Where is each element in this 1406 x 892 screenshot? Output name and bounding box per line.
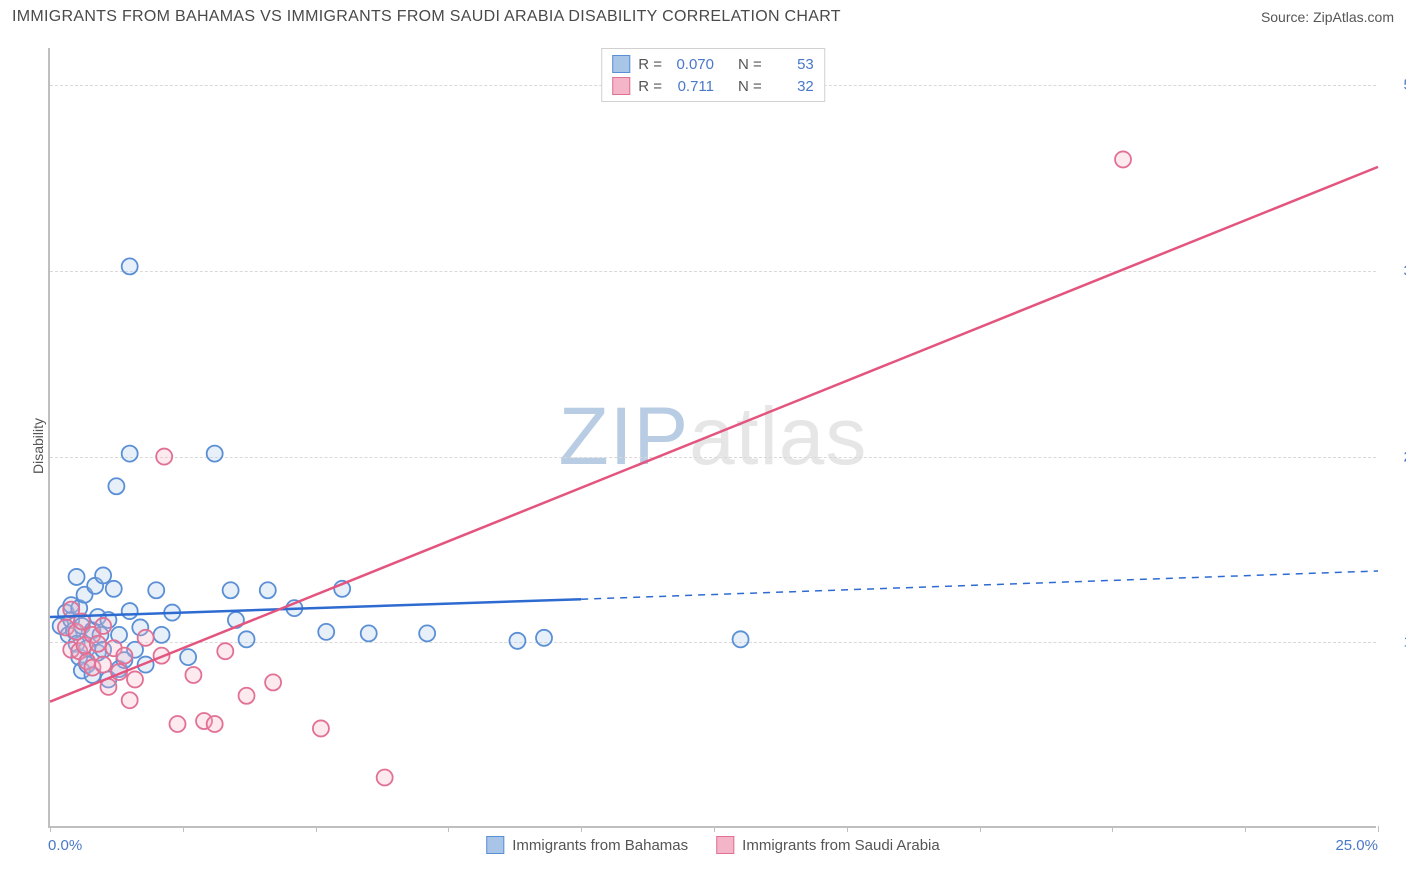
scatter-point-bahamas [318,624,334,640]
swatch-bahamas [612,55,630,73]
chart-container: IMMIGRANTS FROM BAHAMAS VS IMMIGRANTS FR… [0,0,1406,892]
x-tick-mark [448,826,449,832]
y-tick-label: 25.0% [1386,448,1406,465]
scatter-point-bahamas [207,446,223,462]
chart-title: IMMIGRANTS FROM BAHAMAS VS IMMIGRANTS FR… [12,8,841,26]
legend-n-label: N = [738,56,762,73]
y-tick-label: 12.5% [1386,634,1406,651]
source-attribution: Source: ZipAtlas.com [1261,9,1394,25]
x-tick-mark [1245,826,1246,832]
scatter-point-saudi [239,688,255,704]
swatch-bahamas [486,836,504,854]
title-bar: IMMIGRANTS FROM BAHAMAS VS IMMIGRANTS FR… [12,8,1394,26]
x-tick-mark [1378,826,1379,832]
scatter-point-bahamas [122,603,138,619]
scatter-point-saudi [169,716,185,732]
legend-row-bahamas: R = 0.070 N = 53 [612,53,814,75]
scatter-point-saudi [207,716,223,732]
x-tick-mark [50,826,51,832]
scatter-point-bahamas [260,582,276,598]
scatter-point-bahamas [239,631,255,647]
legend-correlation-box: R = 0.070 N = 53 R = 0.711 N = 32 [601,48,825,102]
y-tick-label: 37.5% [1386,262,1406,279]
x-tick-min: 0.0% [48,837,82,854]
scatter-point-saudi [1115,151,1131,167]
scatter-point-saudi [377,769,393,785]
scatter-point-saudi [138,630,154,646]
x-tick-mark [183,826,184,832]
scatter-point-bahamas [509,633,525,649]
regression-line-dashed-bahamas [581,571,1378,599]
x-tick-mark [847,826,848,832]
plot-area: ZIPatlas R = 0.070 N = 53 R = 0.711 N = … [48,48,1376,828]
legend-n-label: N = [738,78,762,95]
scatter-point-saudi [90,636,106,652]
scatter-point-saudi [95,657,111,673]
legend-label-bahamas: Immigrants from Bahamas [512,837,688,854]
scatter-point-saudi [116,648,132,664]
legend-item-saudi: Immigrants from Saudi Arabia [716,836,940,854]
scatter-point-saudi [185,667,201,683]
scatter-point-bahamas [733,631,749,647]
scatter-point-bahamas [69,569,85,585]
legend-label-saudi: Immigrants from Saudi Arabia [742,837,940,854]
legend-n-saudi: 32 [770,78,814,95]
scatter-point-bahamas [108,478,124,494]
x-tick-mark [316,826,317,832]
scatter-point-bahamas [361,625,377,641]
scatter-point-saudi [156,449,172,465]
scatter-point-bahamas [154,627,170,643]
swatch-saudi [612,77,630,95]
x-tick-mark [980,826,981,832]
scatter-plot-svg [50,48,1376,826]
scatter-point-bahamas [419,625,435,641]
scatter-point-bahamas [95,567,111,583]
scatter-point-saudi [265,674,281,690]
scatter-point-bahamas [180,649,196,665]
scatter-point-saudi [122,692,138,708]
scatter-point-saudi [127,671,143,687]
legend-r-bahamas: 0.070 [670,56,714,73]
scatter-point-bahamas [148,582,164,598]
legend-r-label: R = [638,78,662,95]
legend-r-saudi: 0.711 [670,78,714,95]
legend-row-saudi: R = 0.711 N = 32 [612,75,814,97]
legend-item-bahamas: Immigrants from Bahamas [486,836,688,854]
scatter-point-bahamas [122,446,138,462]
x-tick-mark [714,826,715,832]
scatter-point-bahamas [536,630,552,646]
legend-n-bahamas: 53 [770,56,814,73]
y-tick-label: 50.0% [1386,77,1406,94]
scatter-point-bahamas [106,581,122,597]
scatter-point-saudi [217,643,233,659]
x-tick-max: 25.0% [1335,837,1378,854]
y-axis-label: Disability [30,418,46,474]
regression-line-saudi [50,167,1378,702]
x-tick-mark [1112,826,1113,832]
scatter-point-bahamas [122,258,138,274]
legend-r-label: R = [638,56,662,73]
legend-series: Immigrants from Bahamas Immigrants from … [486,836,939,854]
scatter-point-saudi [95,618,111,634]
swatch-saudi [716,836,734,854]
scatter-point-saudi [313,720,329,736]
scatter-point-bahamas [223,582,239,598]
x-tick-mark [581,826,582,832]
